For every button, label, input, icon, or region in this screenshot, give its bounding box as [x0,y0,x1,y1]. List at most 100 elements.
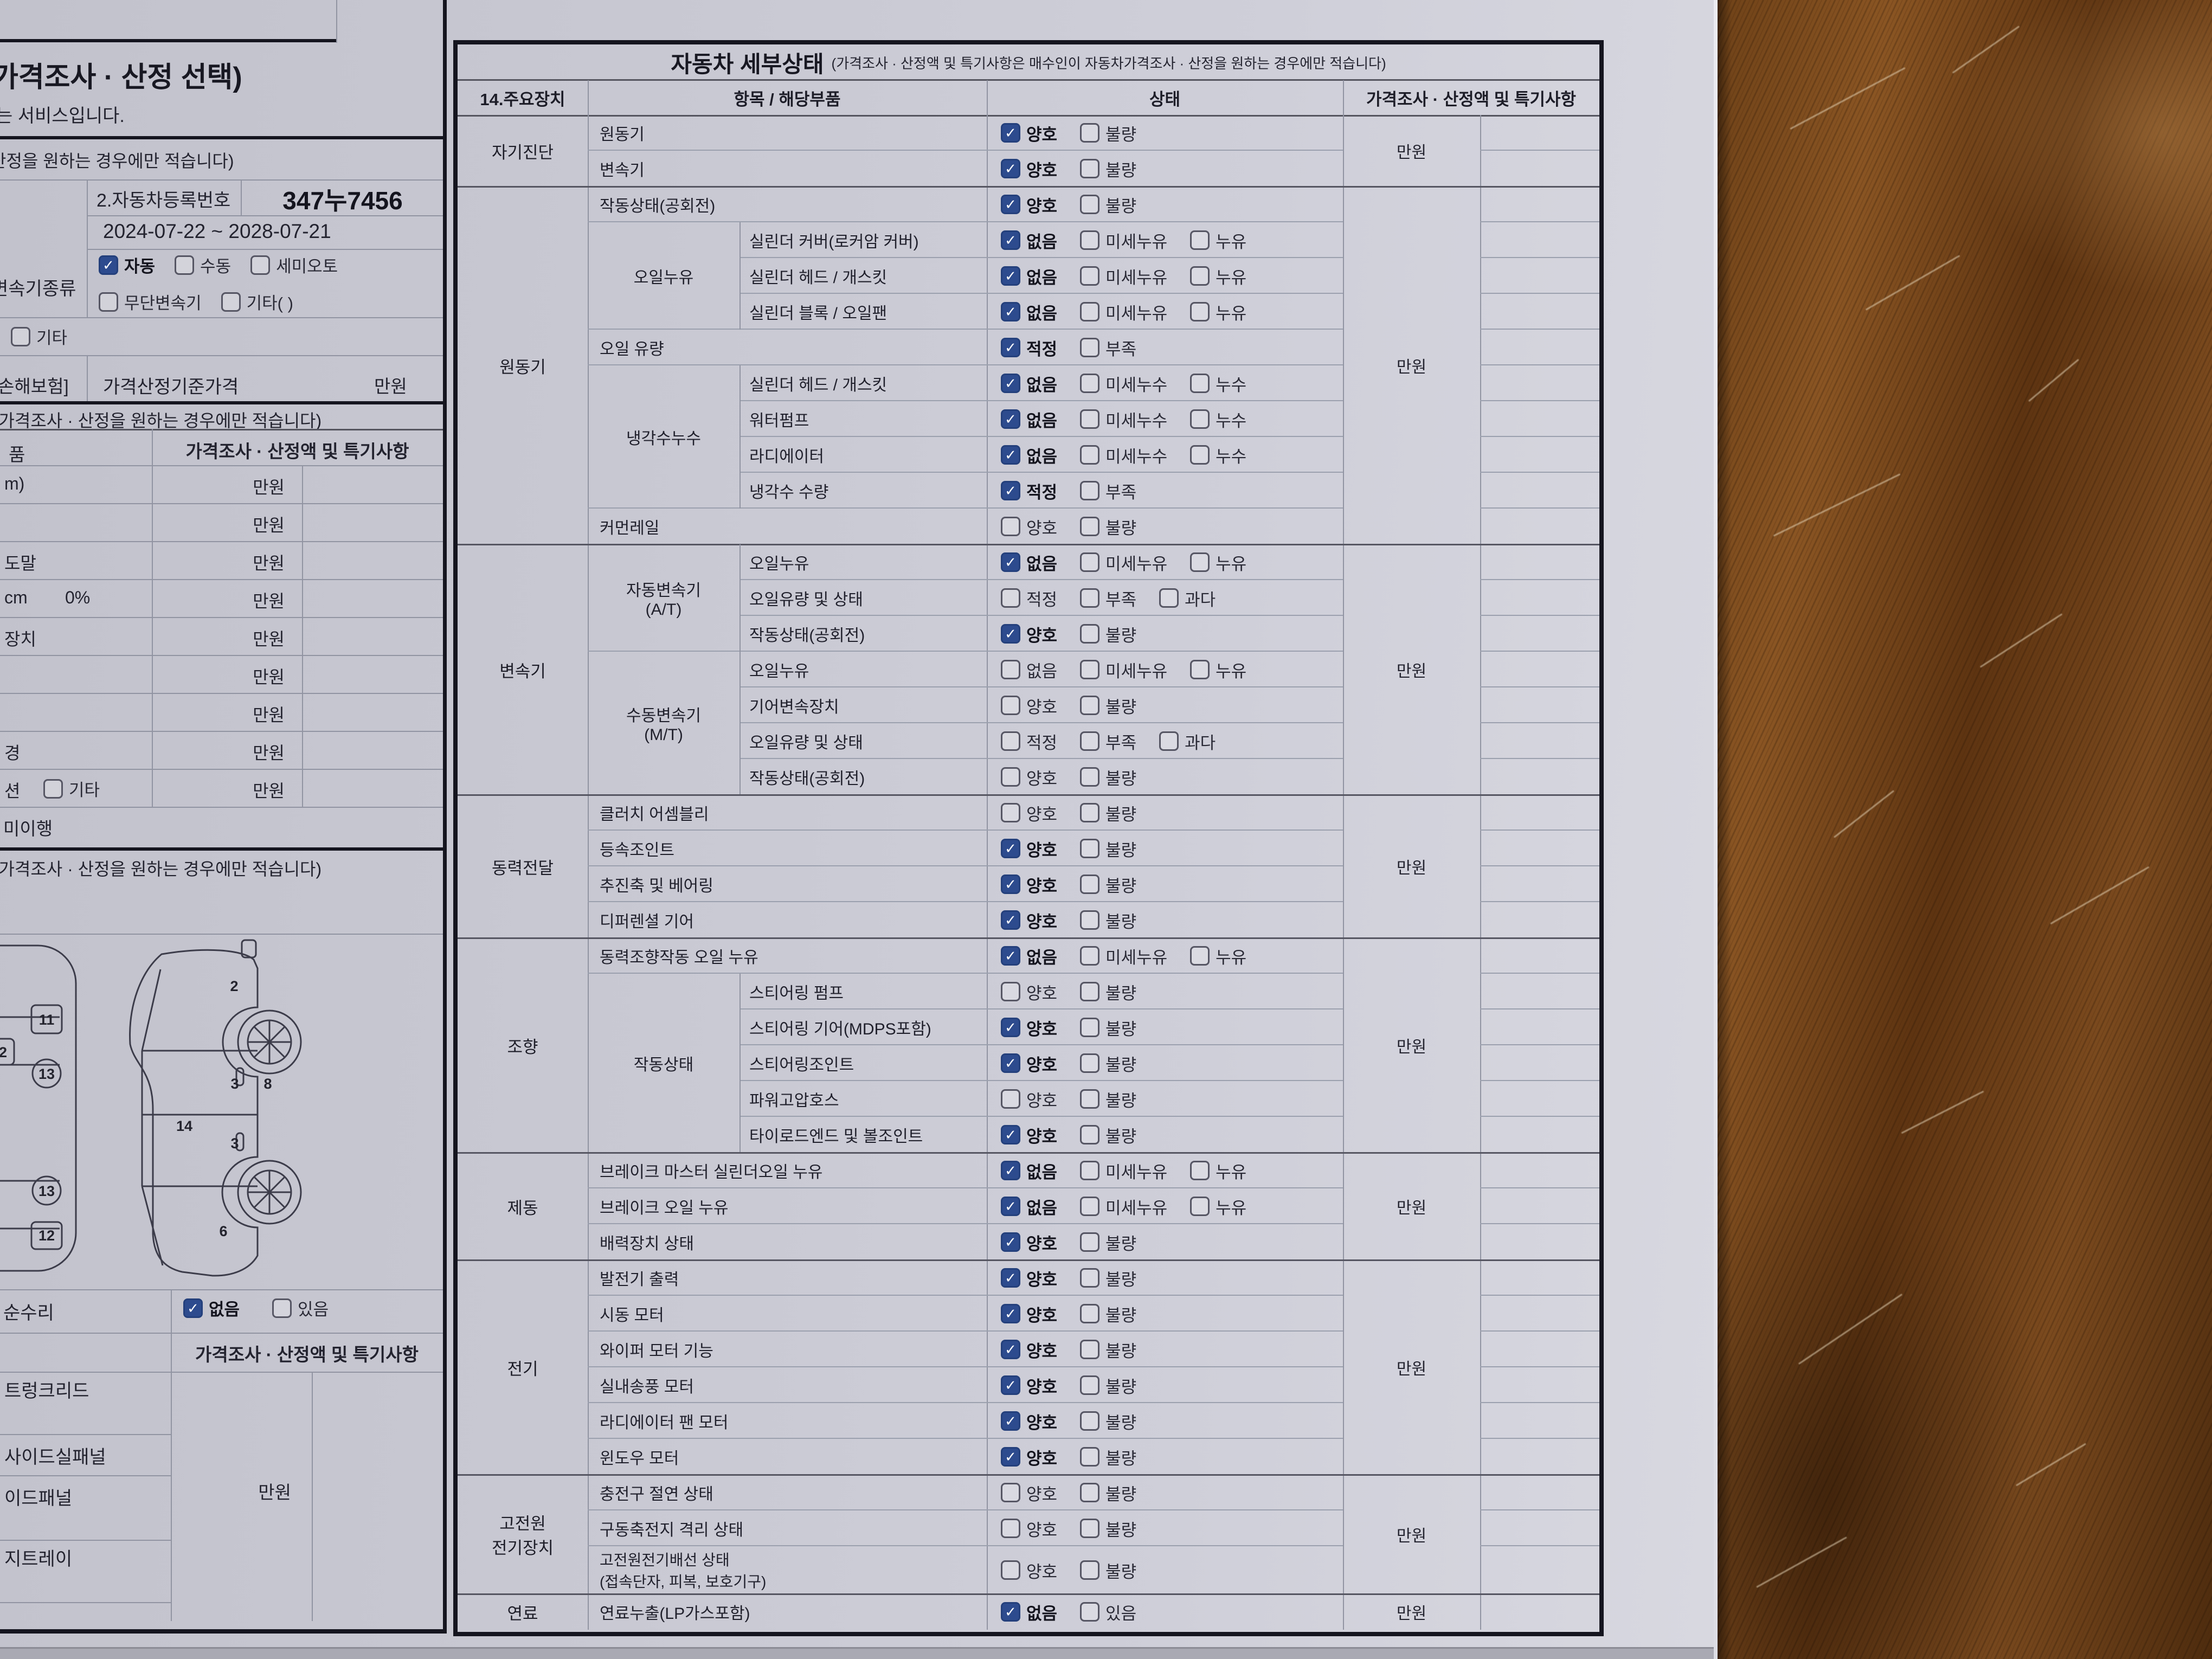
diagram-number: 11 [39,1012,55,1028]
text-line: 브레이크 마스터 실린더오일 누유 [600,1163,823,1181]
checkbox-unchecked-icon [1190,552,1210,572]
subgroup-label: 냉각수누수 [588,365,740,509]
option-label: 불량 [1105,1234,1137,1253]
header-item-part: 항목 / 해당부품 [734,89,841,109]
checkbox-checked-icon [1001,195,1020,214]
line [0,807,443,808]
status-cell: 없음 미세누수 누수 [987,437,1343,473]
status-options: 없음 미세누유 누유 [1001,264,1246,288]
row-line [588,221,1343,222]
status-option: 양호 [1001,1516,1057,1541]
text-line: 동력조향작동 오일 누유 [600,949,758,967]
option-label: 기타( ) [246,294,293,313]
option-label: 양호 [1026,518,1058,538]
recall-fragment: 미이행 [3,819,53,839]
checkbox-checked-icon [1001,445,1020,465]
status-options: 없음 미세누유 누유 [1001,1159,1246,1183]
row-line [588,1295,1343,1296]
checkbox-unchecked-icon [1080,338,1100,357]
option-label: 누유 [1216,554,1247,574]
status-cell: 없음 미세누유 누유 [987,1153,1343,1188]
checkbox-unchecked-icon [1159,588,1179,608]
status-option: 미세누수 [1080,371,1167,396]
option-label: 미세누수 [1105,411,1168,430]
status-option: 양호 [1001,1558,1057,1583]
line [87,249,443,250]
option-label: 양호 [1026,1449,1058,1468]
line [0,465,443,466]
status-options: 양호 불량 [1001,1015,1136,1040]
item-label: 스티어링조인트 [749,1045,980,1081]
status-option: 누유 [1190,658,1246,682]
text-line: 연료 [507,1604,538,1623]
checkbox-unchecked-icon [1001,588,1020,608]
checkbox-unchecked-icon [1080,445,1100,465]
text-line: 실내송풍 모터 [600,1378,694,1396]
checkbox-unchecked-icon [1080,803,1100,822]
text-line: (A/T) [645,601,682,619]
option-label: 양호 [1026,1484,1058,1504]
subtable-row-label: m) [4,474,25,493]
transmission-options-1: 자동 수동 세미오토 [99,253,338,277]
row-line [588,829,1343,831]
status-option: 불량 [1080,693,1136,718]
subtable-row: 션 기타 만원 [0,769,443,807]
item-label: 작동상태(공회전) [749,616,980,652]
row-line [1480,651,1599,652]
text-line: 발전기 출력 [600,1271,679,1289]
status-option: 없음 [1001,1600,1057,1624]
status-option: 불량 [1080,872,1136,897]
transmission-options-2: 무단변속기 기타( ) [99,290,293,314]
subtable-row: cm 0% 만원 [0,579,443,617]
row-line [1480,973,1599,974]
wood-scratch [1798,1293,1903,1365]
option-label: 양호 [1026,1306,1058,1325]
option-label: 불량 [1105,1055,1137,1075]
text-line: 클러치 어셈블리 [600,806,709,824]
checkbox-checked-icon [1001,839,1020,858]
wood-scratch [1979,613,2063,668]
line [302,465,303,808]
checkbox-unchecked-icon [1001,731,1020,751]
subtable-row-label-2: 0% [65,588,91,607]
subgroup-line [740,544,741,652]
simple-repair-label: 순수리 [3,1303,54,1323]
item-label: 실린더 헤드 / 개스킷 [749,365,980,401]
row-line [740,686,1343,687]
status-options: 양호 불량 [1001,1266,1136,1290]
option-label: 양호 [1026,876,1058,896]
status-options: 적정 부족 [1001,336,1136,360]
wood-scratch [1773,473,1901,537]
status-option: 양호 [1001,1302,1057,1326]
item-label: 오일누유 [749,544,980,580]
option-label: 불량 [1105,1091,1137,1110]
price-unit: 만원 [253,516,285,535]
text-line: 스티어링 기어(MDPS포함) [749,1020,931,1038]
group-label: 고전원 전기장치 [458,1475,588,1594]
line [0,1289,443,1290]
line [0,503,443,504]
item-label: 워터펌프 [749,401,980,437]
column-line [1480,115,1481,1630]
status-cell: 양호 불량 [987,1009,1343,1045]
status-option: 누유 [1190,550,1246,575]
status-options: 양호 불량 [1001,157,1136,181]
status-option: 부족 [1080,336,1136,360]
status-option: 양호 [1001,1123,1057,1147]
line [458,79,1599,81]
text-line: 자기진단 [491,143,554,162]
option-label: 불량 [1105,805,1137,824]
header-status: 상태 [1149,89,1181,109]
checkbox-unchecked-icon [1080,409,1100,429]
checkbox-checked-icon [1001,1602,1020,1622]
header-price-note: 가격조사 · 산정액 및 특기사항 [1366,89,1576,109]
option-label: 양호 [1026,196,1058,216]
option-label: 누수 [1216,447,1247,466]
option-label: 미세누유 [1105,268,1168,287]
text-line: 실린더 블록 / 오일팬 [749,305,888,323]
price-header-2: 가격조사 · 산정액 및 특기사항 [195,1345,419,1365]
status-cell: 양호 불량 [987,187,1343,222]
status-option: 미세누유 [1080,264,1167,288]
checkbox-checked-icon [1001,552,1020,572]
